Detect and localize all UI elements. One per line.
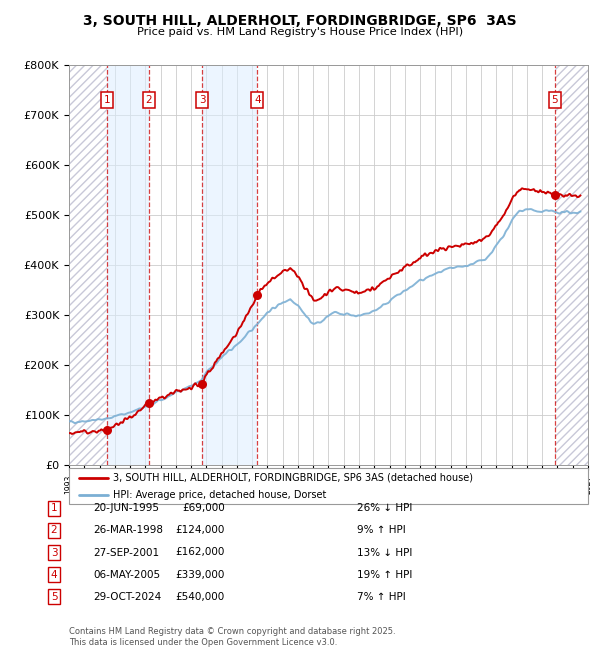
Text: £339,000: £339,000	[176, 569, 225, 580]
Text: £69,000: £69,000	[182, 503, 225, 514]
Text: 26% ↓ HPI: 26% ↓ HPI	[357, 503, 412, 514]
Text: 3, SOUTH HILL, ALDERHOLT, FORDINGBRIDGE, SP6 3AS (detached house): 3, SOUTH HILL, ALDERHOLT, FORDINGBRIDGE,…	[113, 473, 473, 483]
Text: £162,000: £162,000	[176, 547, 225, 558]
Text: 29-OCT-2024: 29-OCT-2024	[93, 592, 161, 602]
Text: 27-SEP-2001: 27-SEP-2001	[93, 547, 159, 558]
Bar	[69, 65, 107, 465]
Bar	[555, 65, 588, 465]
Bar	[107, 65, 149, 465]
Text: 4: 4	[254, 95, 260, 105]
Text: £540,000: £540,000	[176, 592, 225, 602]
Text: 5: 5	[50, 592, 58, 602]
Text: 3, SOUTH HILL, ALDERHOLT, FORDINGBRIDGE, SP6  3AS: 3, SOUTH HILL, ALDERHOLT, FORDINGBRIDGE,…	[83, 14, 517, 29]
Text: Price paid vs. HM Land Registry's House Price Index (HPI): Price paid vs. HM Land Registry's House …	[137, 27, 463, 37]
Text: 3: 3	[50, 547, 58, 558]
Text: 19% ↑ HPI: 19% ↑ HPI	[357, 569, 412, 580]
Text: 06-MAY-2005: 06-MAY-2005	[93, 569, 160, 580]
Text: 20-JUN-1995: 20-JUN-1995	[93, 503, 159, 514]
Text: 2: 2	[146, 95, 152, 105]
Text: 4: 4	[50, 569, 58, 580]
Text: 2: 2	[50, 525, 58, 536]
Text: 1: 1	[103, 95, 110, 105]
Text: 26-MAR-1998: 26-MAR-1998	[93, 525, 163, 536]
Text: 5: 5	[551, 95, 558, 105]
FancyBboxPatch shape	[69, 468, 588, 504]
Bar	[202, 65, 257, 465]
Text: £124,000: £124,000	[176, 525, 225, 536]
Text: 13% ↓ HPI: 13% ↓ HPI	[357, 547, 412, 558]
Text: 9% ↑ HPI: 9% ↑ HPI	[357, 525, 406, 536]
Text: 7% ↑ HPI: 7% ↑ HPI	[357, 592, 406, 602]
Text: Contains HM Land Registry data © Crown copyright and database right 2025.
This d: Contains HM Land Registry data © Crown c…	[69, 627, 395, 647]
Text: 1: 1	[50, 503, 58, 514]
Text: HPI: Average price, detached house, Dorset: HPI: Average price, detached house, Dors…	[113, 490, 326, 500]
Text: 3: 3	[199, 95, 206, 105]
